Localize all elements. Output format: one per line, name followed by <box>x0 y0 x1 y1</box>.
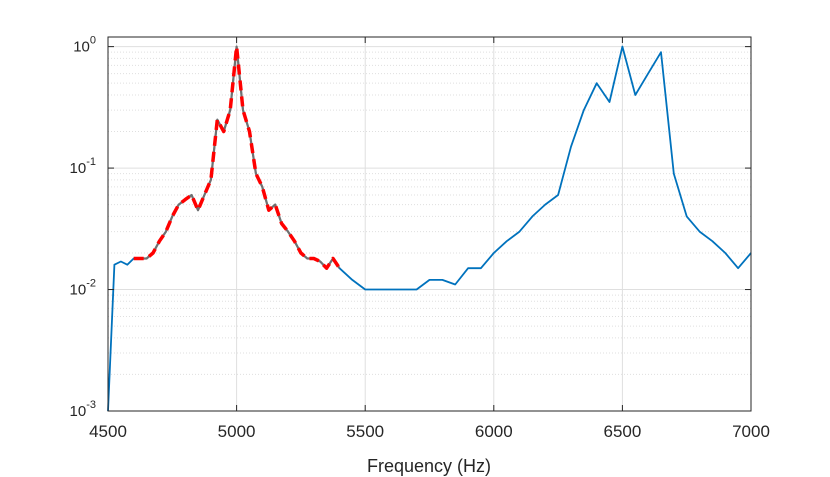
x-tick-label: 5000 <box>218 422 256 441</box>
y-tick-label: 10-2 <box>70 278 96 299</box>
x-tick-label: 6000 <box>475 422 513 441</box>
series-band-estimate <box>133 44 341 270</box>
x-tick-label: 4500 <box>89 422 127 441</box>
tick-marks <box>107 37 752 412</box>
x-tick-label: 5500 <box>346 422 384 441</box>
y-tick-label: 100 <box>73 35 96 56</box>
y-tick-label: 10-3 <box>70 399 96 420</box>
y-tick-labels: 10-3 10-2 10-1 100 <box>70 35 96 420</box>
series-layer <box>107 44 752 412</box>
plot-frame <box>107 36 752 412</box>
x-tick-labels: 4500 5000 5500 6000 6500 7000 <box>89 422 770 441</box>
y-tick-label: 10-1 <box>70 156 96 177</box>
x-tick-label: 6500 <box>603 422 641 441</box>
x-axis-label: Frequency (Hz) <box>367 456 491 476</box>
x-tick-label: 7000 <box>732 422 770 441</box>
plot-background <box>108 37 751 411</box>
